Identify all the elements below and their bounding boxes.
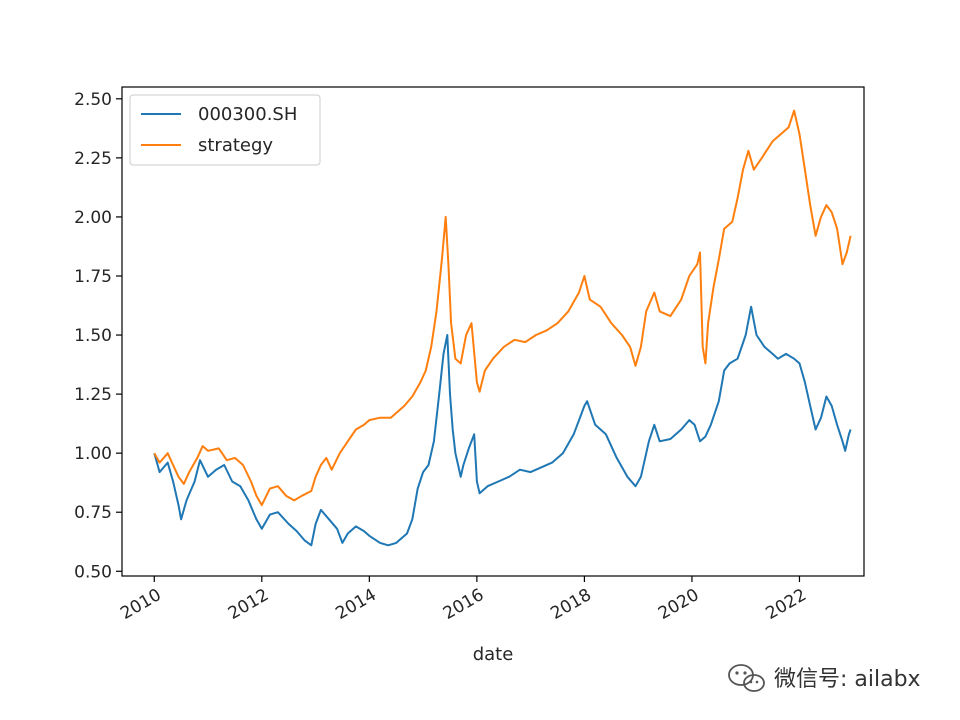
x-tick-label-4: 2018 xyxy=(547,585,594,624)
y-tick-label-4: 1.50 xyxy=(74,326,112,346)
watermark: 微信号: ailabx xyxy=(728,664,921,692)
y-axis: 0.50 0.75 1.00 1.25 1.50 1.75 2.00 2.25 2.50 xyxy=(74,90,122,582)
watermark-text: 微信号: ailabx xyxy=(774,667,921,692)
x-tick-label-3: 2016 xyxy=(440,585,487,624)
x-tick-label-2: 2014 xyxy=(332,585,379,624)
wechat-icon xyxy=(728,664,765,692)
series-layer xyxy=(153,109,852,547)
series-line-1 xyxy=(153,109,852,507)
axes-frame xyxy=(121,86,865,577)
y-tick-label-2: 1.00 xyxy=(74,444,112,464)
x-tick-label-6: 2022 xyxy=(763,585,810,624)
x-axis-label: date xyxy=(473,644,514,665)
y-tick-label-7: 2.25 xyxy=(74,149,112,169)
y-tick-label-8: 2.50 xyxy=(74,90,112,110)
y-tick-label-5: 1.75 xyxy=(74,267,112,287)
y-tick-label-3: 1.25 xyxy=(74,385,112,405)
x-axis: 2010 2012 2014 2016 2018 2020 2022 xyxy=(117,576,810,624)
legend-box xyxy=(129,94,321,166)
y-tick-label-6: 2.00 xyxy=(74,208,112,228)
series-line-0 xyxy=(153,305,852,547)
x-tick-label-5: 2020 xyxy=(655,585,702,624)
y-tick-label-0: 0.50 xyxy=(74,562,112,582)
legend: 000300.SH strategy xyxy=(129,94,321,166)
legend-label-0: 000300.SH xyxy=(198,104,297,125)
x-tick-label-1: 2012 xyxy=(225,585,272,624)
x-tick-label-0: 2010 xyxy=(117,585,164,624)
y-tick-label-1: 0.75 xyxy=(74,503,112,523)
legend-label-1: strategy xyxy=(198,135,273,156)
